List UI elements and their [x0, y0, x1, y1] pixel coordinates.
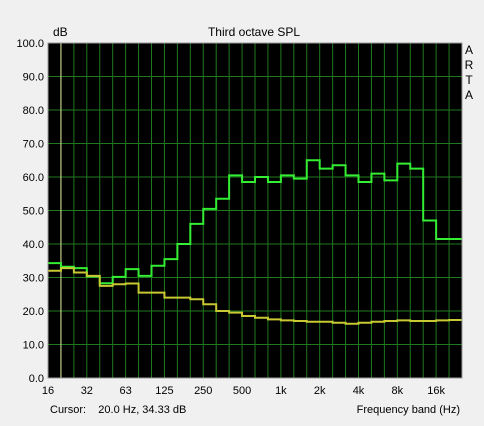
watermark-letter: A	[465, 88, 473, 102]
watermark-letter: A	[465, 43, 473, 57]
x-tick-label: 4k	[353, 385, 365, 397]
chart-title: Third octave SPL	[208, 25, 300, 39]
x-tick-label: 16k	[427, 385, 445, 397]
watermark-letter: T	[465, 73, 473, 87]
y-tick-label: 80.0	[23, 105, 44, 117]
y-tick-label: 70.0	[23, 139, 44, 151]
y-tick-label: 100.0	[16, 38, 44, 50]
y-tick-label: 40.0	[23, 239, 44, 251]
y-tick-label: 10.0	[23, 340, 44, 352]
x-tick-label: 1k	[275, 385, 287, 397]
x-axis-label: Frequency band (Hz)	[357, 404, 460, 416]
x-tick-label: 16	[42, 385, 54, 397]
x-tick-label: 8k	[392, 385, 404, 397]
series-layer	[48, 159, 462, 325]
x-tick-label: 32	[81, 385, 93, 397]
x-tick-labels: 16 32 63 125 250 500 1k 2k 4k 8k 16k	[42, 385, 446, 397]
series-line-2	[48, 267, 462, 325]
y-tick-label: 20.0	[23, 306, 44, 318]
y-axis-label: dB	[53, 25, 68, 39]
x-tick-label: 63	[120, 385, 132, 397]
plot-border	[47, 42, 463, 379]
y-tick-label: 0.0	[29, 373, 44, 385]
x-tick-label: 250	[194, 385, 212, 397]
y-tick-label: 30.0	[23, 273, 44, 285]
y-tick-label: 60.0	[23, 172, 44, 184]
y-tick-label: 50.0	[23, 206, 44, 218]
cursor-readout: Cursor: 20.0 Hz, 34.33 dB	[50, 404, 186, 416]
x-tick-label: 125	[155, 385, 173, 397]
series-line-1	[48, 159, 462, 285]
x-tick-label: 500	[233, 385, 251, 397]
y-tick-labels: 0.0 10.0 20.0 30.0 40.0 50.0 60.0 70.0 80.0 90.0 1…	[16, 38, 44, 385]
x-tick-label: 2k	[314, 385, 326, 397]
watermark-letter: R	[465, 58, 474, 72]
y-tick-label: 90.0	[23, 72, 44, 84]
